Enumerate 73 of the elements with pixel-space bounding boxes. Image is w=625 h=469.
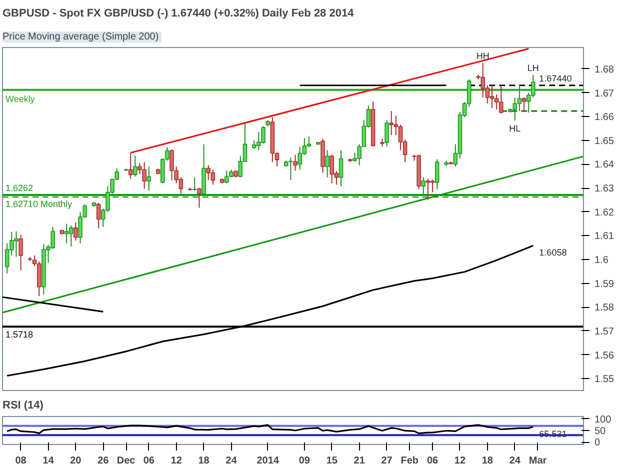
candlestick [197, 187, 202, 208]
x-tick-label: Dec [116, 456, 136, 466]
x-tick-label: Feb [400, 456, 419, 466]
candlestick [384, 120, 389, 148]
annotation: 1.67440 [539, 73, 572, 84]
x-tick-label: 24 [226, 456, 238, 466]
candlestick [421, 176, 426, 196]
x-tick-label: 18 [198, 456, 210, 466]
y-tick-label: 100 [594, 414, 612, 426]
x-tick-label: Mar [528, 456, 547, 466]
x-tick-label: 06 [143, 456, 155, 466]
x-tick-label: 26 [98, 456, 110, 466]
y-tick-label: 1.67 [594, 88, 614, 100]
candlestick [490, 84, 494, 108]
x-tick-label: 14 [42, 456, 54, 466]
y-tick-label: 1.6 [594, 254, 609, 266]
ref-line-label: 1.6262 [6, 183, 34, 194]
chart-subtitle: Price Moving average (Simple 200) [2, 32, 159, 42]
candlestick [426, 178, 430, 200]
x-tick-label: 09 [298, 456, 310, 466]
y-tick-label: 1.64 [594, 160, 614, 171]
y-tick-label: 1.57 [594, 326, 614, 338]
y-tick-label: 1.66 [594, 112, 614, 124]
candlestick [210, 169, 216, 186]
candlestick [517, 84, 522, 112]
line-series [6, 424, 534, 434]
candlestick [338, 150, 344, 187]
y-tick-label: 1.61 [594, 231, 614, 242]
y-tick-label: 1.59 [594, 278, 614, 290]
candlestick [398, 124, 403, 151]
y-tick-label: 1.65 [594, 136, 614, 147]
candlestick [325, 150, 330, 178]
ref-line-label: 1.62710 Monthly [6, 198, 73, 209]
y-tick-label: 1.62 [594, 207, 614, 218]
x-tick-label: 24 [509, 456, 521, 466]
x-tick-label: 12 [170, 456, 182, 466]
candlestick [430, 179, 435, 193]
ref-line-label: 1.5718 [6, 330, 34, 340]
y-tick-label: 1.58 [594, 302, 614, 314]
candlestick [146, 166, 152, 192]
chart-title: RSI (14) [2, 400, 44, 412]
annotation: 1.6058 [539, 248, 567, 258]
x-tick-label: 12 [454, 456, 466, 466]
y-tick-label: 50 [594, 426, 606, 437]
x-tick-label: 18 [482, 456, 494, 466]
x-tick-label: 27 [381, 456, 393, 466]
candlestick [133, 155, 138, 178]
annotation: HH [476, 50, 490, 61]
x-tick-label: 15 [326, 456, 338, 466]
y-tick-label: 1.68 [594, 64, 614, 76]
chart-title: GBPUSD - Spot FX GBP/USD (-) 1.67440 (+0.32%) Daily Feb 28 2014 [2, 8, 355, 20]
candlestick [36, 260, 42, 296]
candlestick [293, 154, 298, 172]
x-tick-label: 20 [70, 456, 82, 466]
candlestick [128, 152, 133, 180]
annotation: LH [527, 62, 539, 73]
x-tick-label: 06 [426, 456, 439, 466]
candlestick [522, 97, 526, 112]
x-tick-label: 21 [354, 456, 366, 466]
x-tick-label: 2014 [256, 456, 280, 466]
x-tick-label: 08 [15, 456, 27, 466]
y-tick-label: 1.55 [594, 374, 614, 386]
y-tick-label: 1.56 [594, 350, 614, 362]
candlestick [434, 158, 440, 190]
candlestick [74, 222, 78, 241]
annotation: HL [509, 124, 521, 134]
candlestick [96, 202, 101, 229]
ref-line-label: Weekly [6, 94, 36, 104]
candlestick [18, 234, 23, 271]
y-tick-label: 0 [594, 438, 600, 449]
candlestick [192, 176, 197, 192]
candlestick [64, 223, 69, 244]
y-tick-label: 1.63 [594, 184, 614, 195]
